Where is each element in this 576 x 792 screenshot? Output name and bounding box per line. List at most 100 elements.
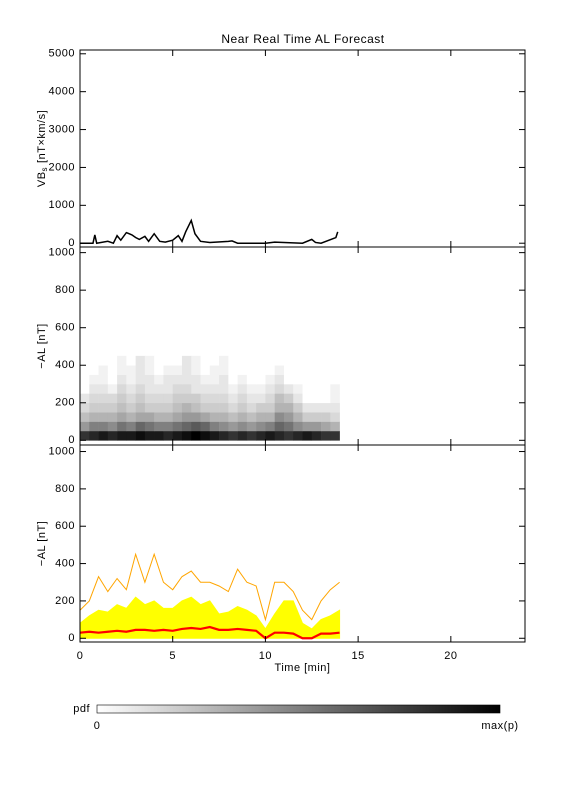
heatmap-cell [117, 393, 127, 404]
heatmap-cell [228, 365, 238, 375]
y-tick-label: 600 [55, 322, 75, 334]
heatmap-cell [256, 355, 266, 366]
y-tick-label: 1000 [49, 247, 75, 259]
heatmap-cell [256, 384, 266, 394]
heatmap-cell [98, 421, 109, 432]
heatmap-cell [209, 421, 220, 432]
heatmap-cell [89, 384, 99, 394]
y-tick-label: 0 [68, 434, 75, 446]
heatmap-cell [274, 384, 285, 394]
heatmap-cell [256, 430, 266, 441]
heatmap-cell [246, 365, 257, 375]
heatmap-cell [256, 393, 266, 404]
heatmap-cell [321, 365, 331, 375]
heatmap-cell [228, 374, 238, 385]
heatmap-cell [246, 384, 257, 394]
heatmap-cell [172, 393, 183, 404]
y-tick-label: 3000 [49, 123, 75, 135]
heatmap-cell [293, 393, 303, 404]
heatmap-cell [172, 430, 183, 441]
heatmap-cell [126, 384, 136, 394]
heatmap-cell [219, 384, 229, 394]
heatmap-cell [200, 421, 211, 432]
heatmap-cell [163, 393, 174, 404]
heatmap-cell [237, 421, 248, 432]
heatmap-cell [256, 402, 266, 413]
heatmap-cell [181, 430, 192, 441]
heatmap-cell [80, 384, 90, 394]
heatmap-cell [117, 384, 127, 394]
heatmap-cell [181, 374, 192, 385]
heatmap-cell [172, 374, 183, 385]
heatmap-cell [172, 412, 183, 422]
heatmap-cell [98, 430, 109, 441]
heatmap-cell [98, 355, 109, 366]
heatmap-cell [302, 365, 313, 375]
heatmap-cell [293, 402, 303, 413]
heatmap-cell [293, 412, 303, 422]
y-tick-label: 1000 [49, 199, 75, 211]
heatmap-cell [89, 355, 99, 366]
plot-frame [79, 444, 526, 643]
heatmap-cell [228, 393, 238, 404]
heatmap-cell [274, 412, 285, 422]
heatmap-cell [311, 412, 322, 422]
colorbar-min: 0 [94, 720, 101, 732]
heatmap-cell [209, 365, 220, 375]
heatmap-cell [228, 402, 238, 413]
heatmap-cell [311, 430, 322, 441]
heatmap-cell [274, 430, 285, 441]
heatmap-cell [80, 402, 90, 413]
heatmap-cell [154, 393, 164, 404]
heatmap-cell [265, 402, 275, 413]
heatmap-cell [237, 402, 248, 413]
heatmap-cell [321, 430, 331, 441]
heatmap-cell [80, 421, 90, 432]
heatmap-cell [181, 412, 192, 422]
heatmap-cell [237, 365, 248, 375]
heatmap-cell [80, 355, 90, 366]
x-tick-label: 20 [444, 650, 457, 662]
heatmap-cell [144, 384, 155, 394]
y-tick-label: 4000 [49, 86, 75, 98]
heatmap-cell [302, 374, 313, 385]
heatmap-cell [144, 393, 155, 404]
heatmap-cell [283, 393, 294, 404]
heatmap-cell [98, 402, 109, 413]
heatmap-cell [283, 384, 294, 394]
heatmap-cell [209, 374, 220, 385]
heatmap-cell [135, 393, 146, 404]
heatmap-cell [219, 412, 229, 422]
heatmap-cell [117, 365, 127, 375]
heatmap-cell [191, 374, 201, 385]
heatmap-cell [228, 384, 238, 394]
heatmap-cell [191, 421, 201, 432]
heatmap-cell [237, 430, 248, 441]
heatmap-cell [293, 384, 303, 394]
heatmap-cell [330, 384, 340, 394]
heatmap-cell [163, 365, 174, 375]
heatmap-cell [126, 374, 136, 385]
heatmap-cell [89, 421, 99, 432]
heatmap-cell [144, 430, 155, 441]
heatmap-cell [293, 430, 303, 441]
y-tick-label: 800 [55, 483, 75, 495]
colorbar-label: pdf [73, 703, 90, 715]
heatmap-cell [172, 402, 183, 413]
heatmap-cell [126, 402, 136, 413]
heatmap-cell [265, 374, 275, 385]
line [80, 218, 339, 245]
heatmap-cell [330, 393, 340, 404]
heatmap-cell [219, 374, 229, 385]
y-tick-label: 1000 [49, 445, 75, 457]
heatmap-cell [89, 365, 99, 375]
heatmap-cell [321, 384, 331, 394]
heatmap-cell [135, 421, 146, 432]
heatmap-cell [98, 384, 109, 394]
heatmap-cell [237, 393, 248, 404]
heatmap-cell [154, 355, 164, 366]
heatmap-cell [135, 374, 146, 385]
heatmap-cell [274, 374, 285, 385]
heatmap-cell [191, 365, 201, 375]
heatmap-cell [311, 355, 322, 366]
